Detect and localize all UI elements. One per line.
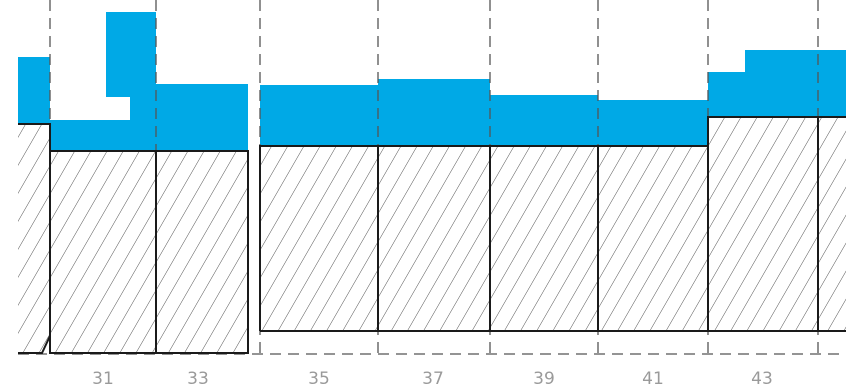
- x-axis-labels: 31 33 35 37 39 41 43: [92, 369, 773, 389]
- ground-block-35: [260, 146, 378, 331]
- ground-block-31: [50, 151, 156, 353]
- x-label-43: 43: [751, 369, 773, 389]
- outline-left-edge-foot: [18, 335, 51, 354]
- snow-block-31-33: [50, 12, 248, 151]
- snow-block-35-43: [260, 50, 846, 146]
- x-label-39: 39: [533, 369, 555, 389]
- ground-block-43: [708, 117, 818, 331]
- x-label-33: 33: [187, 369, 209, 389]
- outline-left-segment: [18, 123, 249, 354]
- ground-block-41: [598, 146, 708, 331]
- snow-layer: [18, 12, 846, 151]
- ground-block-33: [156, 151, 248, 353]
- x-label-31: 31: [92, 369, 114, 389]
- snow-block-edge-left: [18, 57, 50, 124]
- ground-block-edge-left: [18, 124, 50, 354]
- ground-block-edge-right: [818, 117, 846, 331]
- ground-layer: [18, 117, 846, 354]
- profile-outlines: [18, 116, 846, 354]
- x-label-35: 35: [308, 369, 330, 389]
- ground-block-39: [490, 146, 598, 331]
- ground-block-37: [378, 146, 490, 331]
- x-label-37: 37: [422, 369, 444, 389]
- x-label-41: 41: [642, 369, 664, 389]
